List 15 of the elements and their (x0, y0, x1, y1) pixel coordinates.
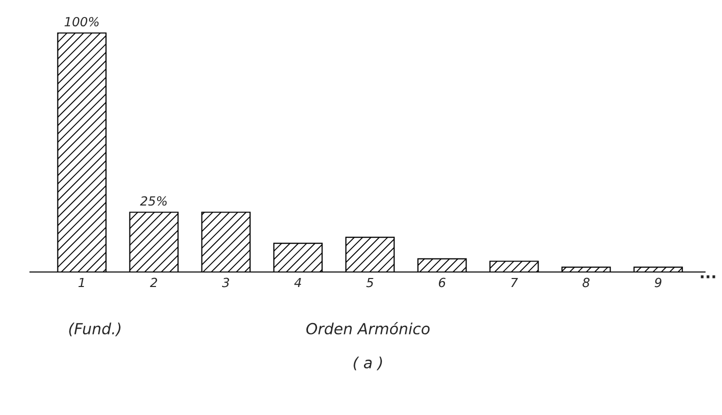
text: (Fund.) (69, 322, 120, 336)
text: ( a ) (354, 356, 382, 370)
text: ... (700, 275, 716, 278)
x-tick-label: 7 (511, 278, 518, 288)
x-tick-label: 2 (150, 278, 158, 288)
x-tick-label: 9 (654, 278, 662, 288)
x-tick-label: 4 (294, 278, 302, 288)
data-label: 100% (64, 16, 99, 26)
data-label: 25% (140, 196, 167, 206)
x-tick-label: 8 (582, 278, 590, 288)
x-axis-title: Orden Armónico (306, 322, 430, 334)
x-tick-label: 3 (222, 278, 230, 288)
x-tick-label: 5 (366, 278, 374, 288)
x-tick-label: 1 (78, 278, 84, 288)
x-tick-label: 6 (438, 278, 446, 288)
